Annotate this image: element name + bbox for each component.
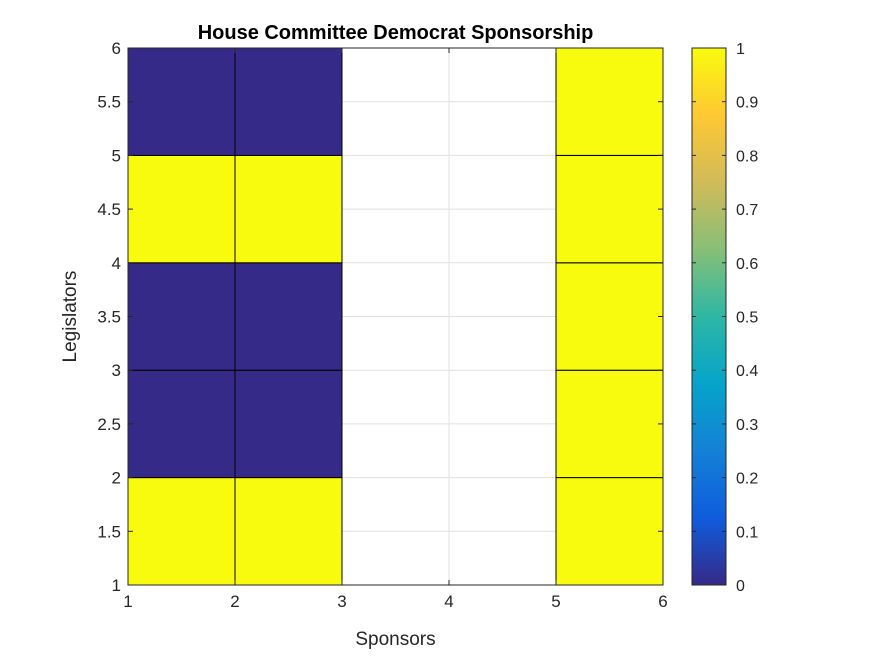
heatmap-cell-5 [234,262,343,371]
x-tick-label-5: 6 [658,592,667,611]
y-tick-label-3: 2.5 [97,415,121,434]
colorbar-tick-label-10: 1 [736,41,745,58]
y-axis-ticks: 1 1.5 2 2.5 3 3.5 4 4.5 5 5.5 6 [97,39,663,595]
heatmap-cell-3 [234,369,343,479]
y-tick-label-2: 2 [112,469,121,488]
y-tick-label-0: 1 [112,576,121,595]
x-tick-label-0: 1 [123,592,132,611]
y-tick-label-6: 4 [112,254,121,273]
heatmap-cell-4 [127,262,236,371]
y-tick-label-5: 3.5 [97,308,121,327]
colorbar-tick-label-6: 0.6 [736,256,758,273]
colorbar-tick-label-4: 0.4 [736,363,758,380]
heatmap-cell-1 [234,477,343,586]
x-tick-label-2: 3 [337,592,346,611]
x-tick-label-3: 4 [444,592,453,611]
colorbar-tick-label-0: 0 [736,578,745,595]
heatmap-cell-12 [555,262,664,371]
colorbar [691,47,727,586]
heatmap-cell-6 [127,154,236,264]
y-axis-label: Legislators [60,271,81,363]
heatmap-cell-2 [127,369,236,479]
x-tick-label-4: 5 [551,592,560,611]
heatmap-cell-10 [555,477,664,586]
heatmap-cell-7 [234,154,343,264]
y-tick-label-7: 4.5 [97,200,121,219]
x-axis-label: Sponsors [355,629,435,650]
heatmap-cell-14 [555,47,664,156]
heatmap-cells [127,47,664,586]
colorbar-tick-label-9: 0.9 [736,95,758,112]
colorbar-tick-label-1: 0.1 [736,524,758,541]
heatmap-cell-0 [127,477,236,586]
y-tick-label-9: 5.5 [97,93,121,112]
colorbar-tick-label-5: 0.5 [736,310,758,327]
colorbar-tick-label-2: 0.2 [736,471,758,488]
heatmap-cell-13 [555,154,664,264]
colorbar-tick-label-7: 0.7 [736,202,758,219]
y-tick-label-1: 1.5 [97,522,121,541]
y-tick-label-8: 5 [112,146,121,165]
x-tick-label-1: 2 [230,592,239,611]
chart-title: House Committee Democrat Sponsorship [198,22,594,44]
heatmap-cell-11 [555,369,664,479]
heatmap-cell-9 [234,47,343,156]
y-tick-label-4: 3 [112,361,121,380]
x-axis-ticks: 1 2 3 4 5 6 [123,48,668,611]
colorbar-ticks: 0 0.1 0.2 0.3 0.4 0.5 0.6 0.7 0.8 0.9 1 [692,41,758,595]
y-tick-label-10: 6 [112,39,121,58]
colorbar-tick-label-8: 0.8 [736,148,758,165]
heatmap-cell-8 [127,47,236,156]
colorbar-tick-label-3: 0.3 [736,417,758,434]
